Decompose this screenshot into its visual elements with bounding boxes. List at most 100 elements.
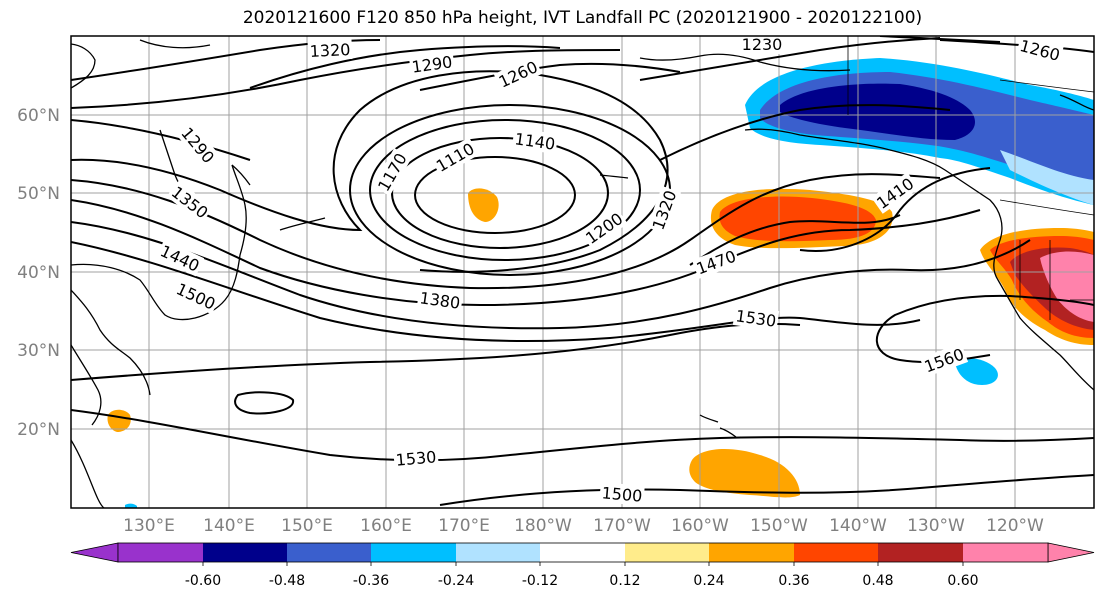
contour-label-text: 1320 — [649, 188, 681, 233]
colorbar — [70, 542, 1095, 563]
contour-label: 1290 — [176, 121, 220, 169]
contour-label-halo — [408, 51, 456, 77]
colorbar-extend-high — [1047, 542, 1095, 563]
colorbar-tick-label: -0.48 — [269, 573, 305, 589]
contour-label-text: 1260 — [496, 57, 541, 91]
longitude-label: 120°W — [986, 516, 1044, 536]
latitude-label: 30°N — [17, 341, 60, 361]
contour-label-halo — [1016, 36, 1064, 66]
longitude-label: 180°W — [514, 516, 572, 536]
colorbar-segment — [709, 543, 794, 562]
colorbar-tick-label: 0.24 — [693, 573, 724, 589]
latitude-label: 20°N — [17, 420, 60, 440]
colorbar-segment — [878, 543, 963, 562]
contour-label: 1500 — [599, 482, 645, 506]
colorbar-segment — [625, 543, 709, 562]
contour-label-text: 1320 — [309, 40, 351, 61]
contour-label: 1530 — [732, 305, 780, 331]
colorbar-segment — [203, 543, 287, 562]
contour-label-text: 1470 — [694, 247, 739, 279]
colorbar-tick-label: -0.36 — [353, 573, 389, 589]
contour-label-text: 1440 — [157, 241, 202, 275]
contour-label: 1320 — [307, 38, 353, 62]
latitude-label: 40°N — [17, 263, 60, 283]
contour-label-halo — [166, 180, 214, 224]
colorbar-tick-label: 0.36 — [778, 573, 809, 589]
contour-label: 1410 — [871, 172, 919, 214]
contour-label-halo — [493, 55, 543, 93]
contour-label-text: 1260 — [1018, 36, 1062, 65]
contour-label: 1140 — [511, 128, 559, 154]
gridlines — [71, 36, 1094, 508]
contour-label-text: 1140 — [513, 129, 556, 153]
contour-label-halo — [307, 38, 353, 62]
contour-label-text: 1530 — [734, 306, 777, 330]
longitude-label: 130°W — [907, 516, 965, 536]
contour-label-text: 1170 — [374, 150, 411, 195]
longitude-label: 160°W — [671, 516, 729, 536]
colorbar-segment — [456, 543, 540, 562]
colorbar-segment — [963, 543, 1048, 562]
contour-label-halo — [647, 185, 681, 235]
colorbar-segment — [540, 543, 625, 562]
longitude-label: 150°W — [750, 516, 808, 536]
contour-label-text: 1380 — [418, 288, 461, 312]
state-borders — [847, 36, 1094, 320]
height-contours — [71, 36, 1094, 506]
contour-label-halo — [580, 207, 628, 249]
colorbar-tick-label: -0.60 — [185, 573, 221, 589]
colorbar-tick-labels: -0.60 -0.48 -0.36 -0.24 -0.12 0.12 0.24 0.36 0.4… — [185, 562, 979, 589]
latitude-label: 50°N — [17, 184, 60, 204]
contour-label-text: 1230 — [742, 35, 783, 54]
shading-positive-southwest-us — [980, 228, 1094, 345]
contour-label: 1200 — [580, 207, 628, 249]
contour-label-halo — [171, 277, 221, 315]
contour-label-halo — [155, 239, 205, 277]
contour-label-halo — [393, 446, 439, 470]
colorbar-tick-label: 0.12 — [609, 573, 640, 589]
contour-label: 1380 — [416, 287, 464, 313]
colorbar-segment — [118, 543, 203, 562]
contour-label: 1290 — [408, 51, 456, 77]
longitude-label: 130°E — [123, 516, 175, 536]
contour-label-text: 1530 — [395, 447, 437, 469]
longitude-label: 160°E — [360, 516, 412, 536]
latitude-labels: 60°N 50°N 40°N 30°N 20°N — [17, 106, 60, 440]
contour-label-halo — [430, 137, 480, 177]
colorbar-segment — [371, 543, 456, 562]
colorbar-tick-label: 0.48 — [862, 573, 893, 589]
contour-label: 1230 — [740, 35, 784, 54]
contour-label-text: 1500 — [173, 279, 218, 313]
contour-label-halo — [732, 305, 780, 331]
map-frame — [70, 35, 1095, 509]
contour-label-halo — [176, 121, 220, 169]
map-title: 2020121600 F120 850 hPa height, IVT Land… — [242, 8, 923, 28]
colorbar-tick-label: -0.24 — [438, 573, 474, 589]
colorbar-outline — [117, 542, 1049, 563]
contour-label: 1260 — [1016, 36, 1064, 66]
contour-label: 1260 — [493, 55, 543, 93]
contour-label: 1530 — [393, 446, 439, 470]
shading-negative-northeast — [745, 58, 1094, 205]
latitude-label: 60°N — [17, 106, 60, 126]
colorbar-extend-low — [70, 542, 119, 563]
colorbar-tick-label: -0.12 — [522, 573, 558, 589]
longitude-label: 150°E — [281, 516, 333, 536]
contour-label-halo — [372, 147, 412, 197]
contour-label-halo — [416, 287, 464, 313]
contour-label: 1470 — [691, 245, 741, 279]
longitude-label: 170°W — [593, 516, 651, 536]
longitude-label: 170°E — [438, 516, 490, 536]
contour-label-text: 1500 — [601, 483, 643, 505]
contour-label-halo — [871, 172, 919, 214]
longitude-labels: 130°E 140°E 150°E 160°E 170°E 180°W 170°W 160°W… — [123, 516, 1044, 536]
contour-label-text: 1290 — [411, 52, 454, 76]
contour-label-text: 1110 — [433, 139, 478, 176]
contour-label-halo — [511, 128, 559, 154]
contour-label-halo — [599, 482, 645, 506]
contour-label-halo — [691, 245, 741, 279]
contour-label-halo — [919, 343, 969, 377]
colorbar-segment — [287, 543, 371, 562]
